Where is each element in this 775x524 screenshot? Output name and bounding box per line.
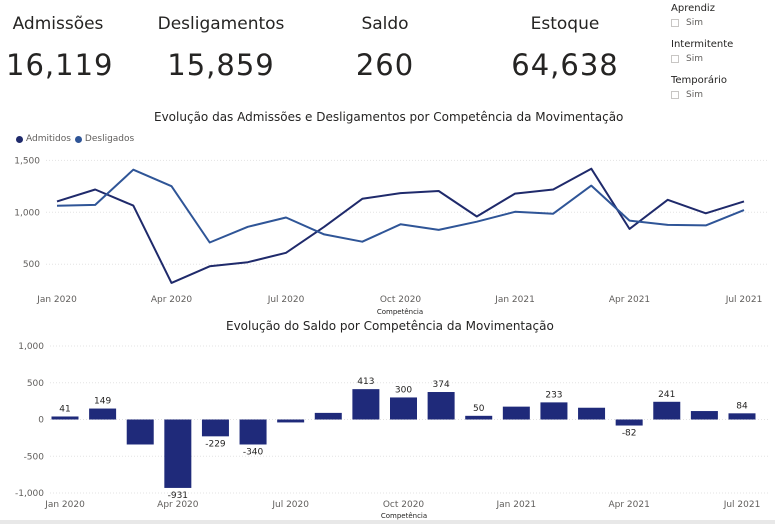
bar <box>653 401 681 420</box>
data-label: -82 <box>622 429 637 439</box>
line-chart-title: Evolução das Admissões e Desligamentos p… <box>154 110 624 124</box>
checkbox[interactable] <box>671 91 679 99</box>
kpi-estoque: Estoque 64,638 <box>505 14 625 82</box>
checkbox[interactable] <box>671 19 679 27</box>
series-line-admitidos <box>56 167 745 284</box>
legend-dot <box>16 135 23 143</box>
x-tick-label: Oct 2020 <box>380 295 422 305</box>
data-label: 413 <box>357 377 374 387</box>
slicer-option[interactable]: Sim <box>671 18 715 28</box>
bar <box>540 402 568 420</box>
legend-label: Desligados <box>84 134 135 144</box>
y-tick-label: 1,000 <box>14 208 40 218</box>
bottom-scrollbar[interactable] <box>0 520 775 524</box>
data-label: -931 <box>168 491 188 501</box>
x-tick-label: Jul 2020 <box>271 500 309 510</box>
bar <box>690 411 718 420</box>
bar <box>502 406 530 420</box>
y-tick-label: 500 <box>27 379 44 389</box>
slicer-title: Temporário <box>671 75 728 86</box>
data-label: 41 <box>59 404 70 414</box>
legend-label: Admitidos <box>26 134 71 144</box>
data-label: 149 <box>94 397 111 407</box>
slicer-option-label: Sim <box>686 90 703 100</box>
kpi-admissoes: Admissões 16,119 <box>6 14 114 82</box>
data-label: 84 <box>736 401 748 411</box>
x-axis-title: Competência <box>381 512 427 520</box>
slicer-aprendiz: Aprendiz Sim <box>671 3 715 28</box>
x-tick-label: Jan 2020 <box>44 500 85 510</box>
bar <box>201 419 229 437</box>
bar <box>277 419 305 423</box>
kpi-label: Estoque <box>530 14 600 34</box>
kpi-label: Desligamentos <box>157 14 285 34</box>
x-tick-label: Jan 2021 <box>496 500 537 510</box>
y-tick-label: 1,500 <box>14 156 40 166</box>
data-label: 374 <box>433 380 450 390</box>
y-tick-label: 0 <box>38 416 44 426</box>
x-tick-label: Jan 2020 <box>36 295 77 305</box>
bar-chart: -1,000 -500 0 500 1,000 41 149 -931 -229 -340 413 3… <box>15 342 768 520</box>
line-chart: 500 1,000 1,500 Jan 2020 Apr 2020 Jul 2020 Oct… <box>14 156 768 316</box>
x-tick-label: Jul 2021 <box>723 500 761 510</box>
x-tick-label: Apr 2020 <box>157 500 199 510</box>
slicer-intermitente: Intermitente Sim <box>671 39 733 64</box>
kpi-value: 15,859 <box>167 48 275 82</box>
legend-dot <box>74 135 82 143</box>
kpi-desligamentos: Desligamentos 15,859 <box>155 14 287 82</box>
bar <box>51 416 79 420</box>
y-tick-label: 1,000 <box>18 342 44 352</box>
slicer-option[interactable]: Sim <box>671 90 727 100</box>
legend-item-admitidos[interactable]: Admitidos <box>16 134 71 144</box>
kpi-value: 260 <box>355 48 415 82</box>
bar <box>578 407 606 420</box>
data-label: -229 <box>205 439 226 449</box>
bar <box>126 419 154 445</box>
x-axis-title: Competência <box>377 308 423 316</box>
slicer-temporario: Temporário Sim <box>671 75 727 100</box>
bar <box>465 415 493 420</box>
kpi-value: 16,119 <box>6 48 114 82</box>
line-chart-legend: Admitidos Desligados <box>16 134 138 144</box>
y-tick-label: -500 <box>24 452 45 462</box>
bar <box>390 397 417 420</box>
bar <box>427 392 455 420</box>
slicer-option-label: Sim <box>686 54 703 64</box>
kpi-value: 64,638 <box>511 48 619 82</box>
kpi-label: Saldo <box>361 14 409 34</box>
x-tick-label: Jul 2021 <box>725 295 763 305</box>
bar <box>314 412 342 420</box>
bar <box>615 419 643 426</box>
x-tick-label: Jul 2020 <box>267 295 305 305</box>
y-tick-label: 500 <box>23 260 40 270</box>
x-tick-label: Oct 2020 <box>383 500 425 510</box>
slicer-title: Aprendiz <box>671 3 715 14</box>
data-label: 233 <box>545 390 562 400</box>
bar <box>239 419 267 445</box>
slicer-title: Intermitente <box>671 39 734 50</box>
data-label: 241 <box>658 390 675 400</box>
y-tick-label: -1,000 <box>15 489 44 499</box>
bar <box>89 408 117 420</box>
bar-chart-title: Evolução do Saldo por Competência da Mov… <box>226 319 554 333</box>
data-label: -340 <box>243 447 264 457</box>
legend-item-desligados[interactable]: Desligados <box>74 134 135 144</box>
x-tick-label: Apr 2021 <box>609 295 650 305</box>
slicer-option[interactable]: Sim <box>671 54 733 64</box>
data-label: 300 <box>395 385 412 395</box>
slicer-option-label: Sim <box>686 18 703 28</box>
bar <box>164 419 192 488</box>
x-tick-label: Apr 2021 <box>608 500 649 510</box>
bar <box>352 389 380 420</box>
kpi-saldo: Saldo 260 <box>345 14 425 82</box>
checkbox[interactable] <box>671 55 679 63</box>
x-tick-label: Apr 2020 <box>151 295 193 305</box>
data-label: 50 <box>473 404 485 414</box>
bar <box>728 413 756 420</box>
x-tick-label: Jan 2021 <box>494 295 535 305</box>
kpi-label: Admissões <box>12 14 104 34</box>
series-line-desligados <box>56 168 745 244</box>
